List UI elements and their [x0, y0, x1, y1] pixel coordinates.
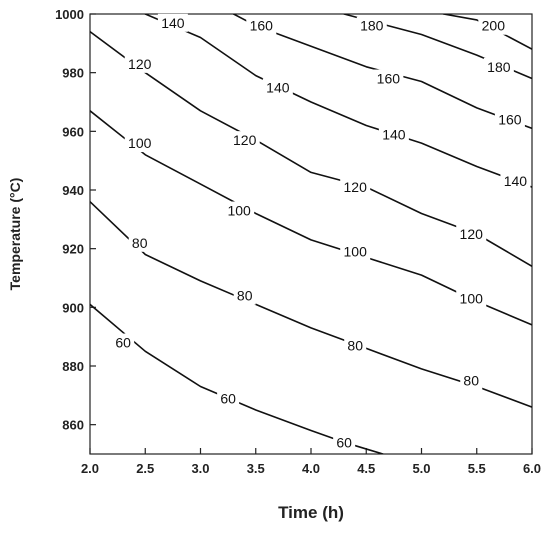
contour-label-80: 80 [237, 288, 253, 304]
y-tick-label: 900 [62, 300, 84, 315]
y-tick-label: 960 [62, 124, 84, 139]
contour-label-bg [483, 57, 514, 76]
x-tick-label: 5.5 [468, 461, 486, 476]
x-tick-label: 4.0 [302, 461, 320, 476]
contour-label-120: 120 [128, 56, 152, 72]
contour-labels: 60 60 60 80 80 80 80 100 100 100 100 120 120 120 120 14… [112, 13, 531, 452]
contour-label-100: 100 [128, 135, 152, 151]
contour-label-bg [344, 336, 367, 355]
contour-label-bg [378, 125, 409, 144]
contour-label-bg [124, 134, 155, 153]
x-axis-title: Time (h) [278, 503, 344, 522]
contour-label-bg [373, 69, 404, 88]
contour-label-bg [229, 131, 260, 150]
contour-label-bg [124, 54, 155, 73]
contour-label-160: 160 [250, 18, 274, 34]
y-tick-label: 880 [62, 359, 84, 374]
contour-label-bg [246, 16, 277, 35]
contour-label-bg [112, 333, 135, 352]
x-tick-label: 4.5 [357, 461, 375, 476]
contour-label-140: 140 [382, 126, 406, 142]
contour-label-180: 180 [487, 59, 511, 75]
contour-label-bg [224, 201, 255, 220]
contour-label-bg [333, 433, 356, 452]
contour-label-bg [262, 78, 293, 97]
contour-label-bg [500, 172, 531, 191]
x-tick-label: 2.0 [81, 461, 99, 476]
contour-label-80: 80 [132, 235, 148, 251]
contour-label-bg [494, 110, 525, 129]
contour-label-140: 140 [266, 79, 290, 95]
contour-label-bg [217, 389, 240, 408]
contour-label-bg [456, 289, 487, 308]
y-tick-label: 1000 [55, 7, 84, 22]
contour-label-140: 140 [161, 15, 185, 31]
contour-label-60: 60 [220, 390, 236, 406]
x-tick-label: 6.0 [523, 461, 541, 476]
contour-label-bg [340, 242, 371, 261]
contour-label-100: 100 [344, 244, 368, 260]
x-tick-label: 2.5 [136, 461, 154, 476]
x-axis: 2.0 2.5 3.0 3.5 4.0 4.5 5.0 5.5 6.0 [81, 448, 541, 476]
contour-label-80: 80 [463, 373, 479, 389]
contour-label-bg [157, 13, 188, 32]
y-axis-title: Temperature (°C) [7, 178, 23, 291]
contour-label-bg [456, 225, 487, 243]
contour-label-80: 80 [347, 337, 363, 353]
contour-label-bg [478, 16, 509, 35]
contour-label-100: 100 [460, 291, 484, 307]
contour-label-bg [340, 178, 371, 197]
contour-label-180: 180 [360, 18, 384, 34]
contour-label-160: 160 [498, 112, 522, 128]
contour-line-200 [442, 14, 532, 50]
y-tick-label: 980 [62, 66, 84, 81]
contour-label-120: 120 [344, 179, 368, 195]
contour-label-bg [460, 371, 483, 390]
contour-line-80 [90, 200, 532, 408]
y-tick-label: 940 [62, 183, 84, 198]
x-tick-label: 3.0 [191, 461, 209, 476]
contour-label-140: 140 [504, 173, 528, 189]
contour-label-200: 200 [482, 18, 506, 34]
contour-label-100: 100 [227, 203, 251, 219]
contour-label-120: 120 [233, 132, 257, 148]
contour-label-120: 120 [460, 226, 484, 242]
contour-label-160: 160 [377, 71, 401, 87]
contour-label-60: 60 [336, 434, 352, 450]
y-tick-label: 860 [62, 418, 84, 433]
contour-label-bg [128, 233, 151, 252]
x-tick-label: 3.5 [247, 461, 265, 476]
contour-label-bg [356, 16, 387, 35]
contour-line-140 [144, 14, 532, 188]
y-tick-label: 920 [62, 242, 84, 257]
y-axis: 860 880 900 920 940 960 980 1000 [55, 7, 96, 433]
x-tick-label: 5.0 [412, 461, 430, 476]
contour-label-bg [233, 286, 256, 305]
contour-label-60: 60 [115, 335, 131, 351]
